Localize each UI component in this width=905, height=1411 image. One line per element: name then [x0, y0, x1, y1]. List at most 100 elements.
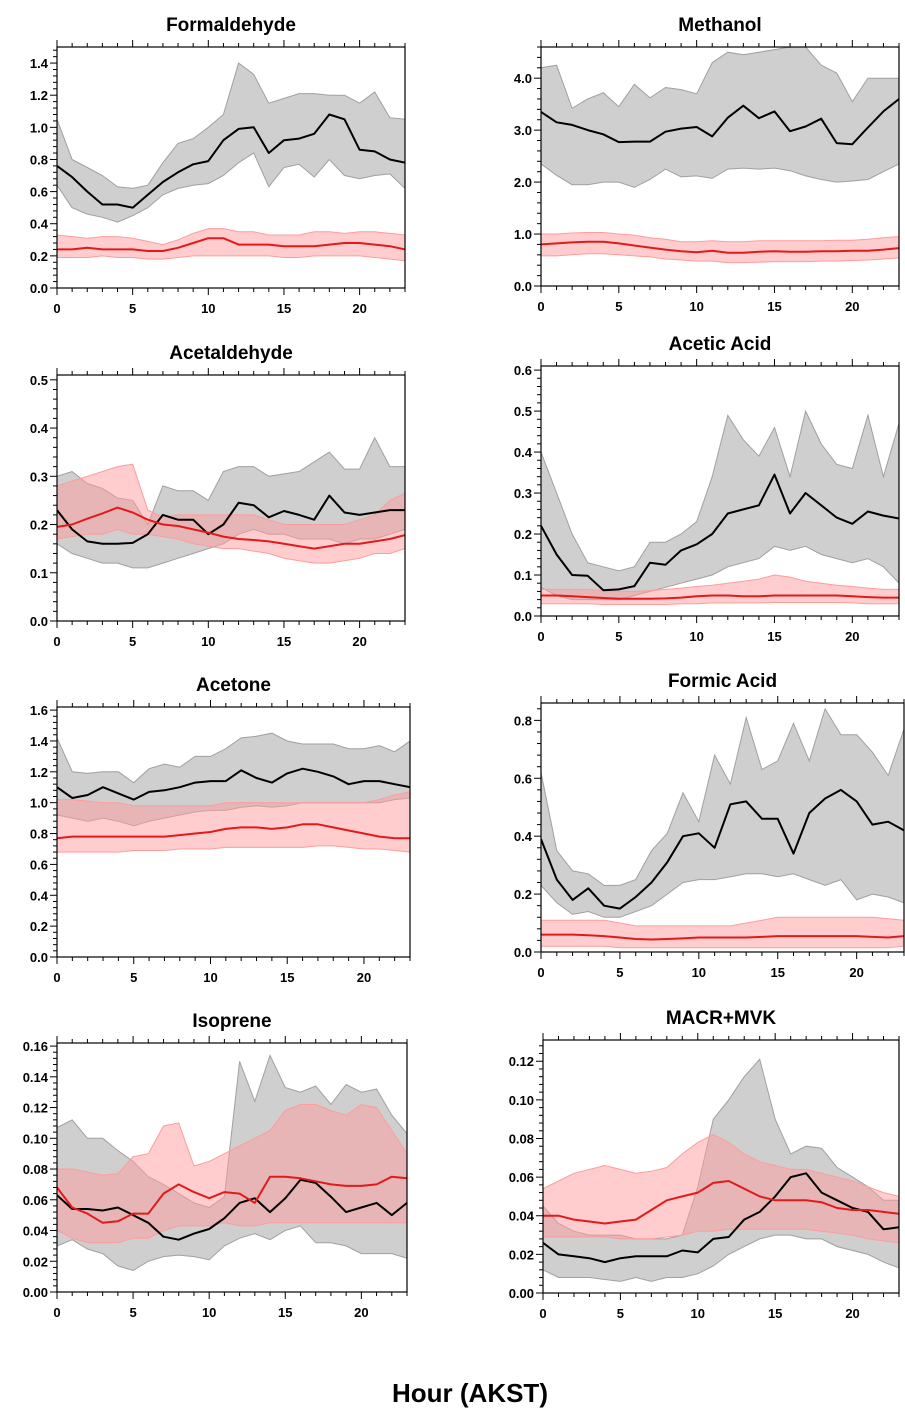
red-series-line: [57, 1175, 407, 1224]
x-tick-label: 15: [277, 634, 291, 649]
y-tick-label: 0.4: [30, 217, 49, 232]
y-tick-label: 0.4: [30, 421, 49, 436]
red-range-band: [541, 916, 904, 949]
y-tick-label: 0.2: [514, 527, 532, 542]
y-tick-label: 0.5: [514, 404, 532, 419]
y-tick-label: 0.00: [509, 1286, 534, 1301]
panel-title: Methanol: [678, 15, 761, 36]
plot-area: [541, 409, 899, 605]
y-tick-label: 3.0: [514, 123, 532, 138]
x-tick-label: 0: [53, 301, 60, 316]
black-range-band: [541, 707, 904, 918]
x-tick-label: 20: [357, 970, 371, 985]
x-tick-label: 15: [767, 629, 781, 644]
x-tick-label: 10: [689, 629, 703, 644]
red-range-band: [541, 232, 899, 264]
y-tick-label: 0.3: [30, 469, 48, 484]
y-tick-label: 1.4: [30, 56, 49, 71]
y-tick-label: 0.12: [509, 1054, 534, 1069]
x-tick-label: 0: [539, 1306, 546, 1321]
y-tick-label: 0.8: [514, 713, 532, 728]
y-tick-label: 0.5: [30, 373, 48, 388]
black-range-band: [541, 409, 899, 601]
red-range-band: [57, 1103, 407, 1244]
plot-area: [57, 732, 410, 853]
y-tick-label: 0.8: [30, 827, 48, 842]
y-tick-label: 0.16: [23, 1039, 48, 1054]
panel-1: 0 5 10 15 20 0.0 0.2 0.4 0.6 0.8 1.0 1.2 1.4 Formalde…: [30, 15, 406, 316]
panel-2: 0 5 10 15 20 0.0 1.0 2.0 3.0 4.0 Methanol: [514, 15, 900, 314]
y-tick-label: 0.1: [514, 568, 532, 583]
x-tick-label: 15: [277, 301, 291, 316]
y-tick-label: 0.08: [509, 1131, 534, 1146]
x-tick-label: 0: [537, 629, 544, 644]
x-tick-label: 15: [280, 970, 294, 985]
panel-title: Isoprene: [192, 1011, 271, 1032]
x-tick-label: 20: [845, 299, 859, 314]
y-tick-label: 0.0: [30, 614, 48, 629]
x-tick-label: 5: [615, 629, 622, 644]
x-tick-label: 0: [537, 299, 544, 314]
x-tick-label: 10: [689, 299, 703, 314]
x-tick-label: 10: [201, 634, 215, 649]
black-series-line: [57, 767, 410, 801]
y-tick-label: 0.12: [23, 1101, 48, 1116]
panel-8: 0 5 10 15 20 0.00 0.02 0.04 0.06 0.08 0.10 0.12 MACR…: [509, 1008, 900, 1321]
x-tick-label: 5: [129, 634, 136, 649]
panel-5: 0 5 10 15 20 0.0 0.2 0.4 0.6 0.8 1.0 1.2 1.4 1.6 Aceto…: [30, 675, 411, 985]
red-series-line: [57, 823, 410, 840]
red-series-line: [541, 594, 899, 600]
y-tick-label: 1.6: [30, 703, 48, 718]
panel-title: Acetone: [196, 675, 271, 696]
y-tick-label: 0.04: [509, 1209, 535, 1224]
black-series-line: [57, 1178, 407, 1241]
plot-frame: [56, 46, 406, 289]
red-range-band: [543, 1134, 899, 1244]
x-tick-label: 10: [201, 301, 215, 316]
red-series-line: [57, 506, 405, 550]
x-tick-label: 20: [849, 965, 863, 980]
red-series-line: [541, 240, 899, 254]
y-tick-label: 0.4: [30, 888, 49, 903]
panel-title: Formic Acid: [668, 671, 777, 692]
y-tick-label: 0.2: [30, 249, 48, 264]
x-tick-label: 15: [771, 965, 785, 980]
panel-3: 0 5 10 15 20 0.0 0.1 0.2 0.3 0.4 0.5 Acetaldehyde: [30, 343, 406, 649]
plot-frame: [56, 706, 411, 958]
x-tick-label: 20: [845, 1306, 859, 1321]
y-tick-label: 0.0: [514, 279, 532, 294]
black-series-line: [541, 98, 899, 146]
plot-frame: [540, 46, 900, 287]
x-tick-label: 5: [130, 970, 137, 985]
plot-area: [541, 707, 904, 949]
black-range-band: [541, 47, 899, 188]
x-tick-label: 20: [352, 634, 366, 649]
x-tick-label: 10: [203, 970, 217, 985]
red-range-band: [57, 463, 405, 564]
y-tick-label: 1.0: [30, 796, 48, 811]
panel-title: Formaldehyde: [166, 15, 296, 36]
plot-frame: [56, 1042, 408, 1293]
x-tick-label: 0: [53, 634, 60, 649]
y-tick-label: 0.0: [30, 281, 48, 296]
plot-area: [57, 62, 405, 262]
y-tick-label: 1.0: [514, 227, 532, 242]
x-tick-label: 20: [354, 1305, 368, 1320]
plot-frame: [540, 365, 900, 617]
panel-title: Acetic Acid: [669, 334, 772, 355]
y-tick-label: 1.0: [30, 120, 48, 135]
y-tick-label: 4.0: [514, 71, 532, 86]
black-series-line: [543, 1172, 899, 1264]
y-tick-label: 0.3: [514, 486, 532, 501]
x-tick-label: 5: [129, 1305, 136, 1320]
black-range-band: [57, 62, 405, 223]
x-tick-label: 5: [615, 299, 622, 314]
x-tick-label: 5: [129, 301, 136, 316]
y-tick-label: 0.4: [514, 829, 533, 844]
y-tick-label: 2.0: [514, 175, 532, 190]
y-tick-label: 0.4: [514, 445, 533, 460]
x-axis-title: Hour (AKST): [392, 1378, 548, 1408]
y-tick-label: 0.06: [509, 1170, 534, 1185]
panel-title: Acetaldehyde: [169, 343, 293, 364]
